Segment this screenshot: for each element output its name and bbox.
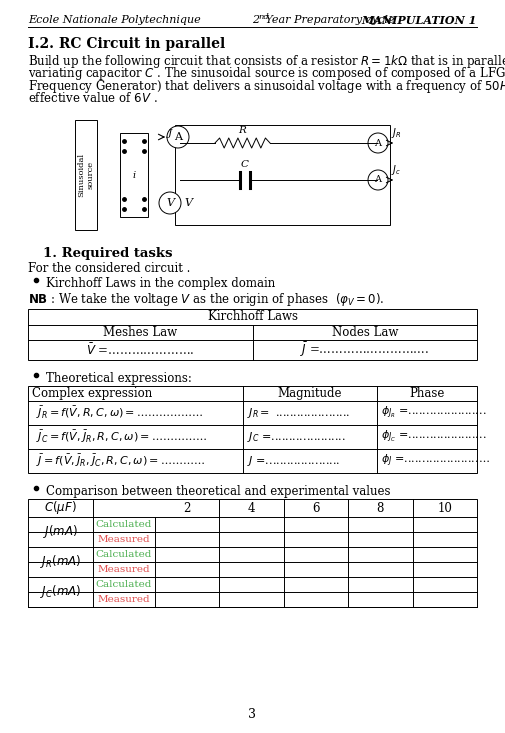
Text: 3: 3 (248, 708, 256, 721)
Text: $J_R(mA)$: $J_R(mA)$ (40, 553, 81, 570)
Text: Phase: Phase (410, 387, 445, 400)
Text: Calculated: Calculated (96, 550, 152, 559)
Text: Comparison between theoretical and experimental values: Comparison between theoretical and exper… (46, 485, 390, 498)
Text: 10: 10 (437, 501, 452, 515)
Text: effective value of $6V$ .: effective value of $6V$ . (28, 90, 158, 105)
Text: Sinusoidal
source: Sinusoidal source (77, 153, 94, 197)
Text: $J_c$: $J_c$ (391, 163, 401, 177)
Text: Meshes Law: Meshes Law (103, 326, 177, 339)
Text: Measured: Measured (97, 565, 150, 574)
Circle shape (167, 126, 189, 148)
Bar (28, 309, 477, 360)
Text: 4: 4 (248, 501, 256, 515)
Text: Complex expression: Complex expression (32, 387, 152, 400)
Text: $J_R =$ .....................: $J_R =$ ..................... (247, 406, 350, 420)
Text: V: V (166, 198, 174, 208)
Text: $C(\mu F)$: $C(\mu F)$ (44, 499, 77, 517)
Text: A: A (174, 132, 182, 142)
Text: Measured: Measured (97, 595, 150, 604)
Text: Nodes Law: Nodes Law (332, 326, 398, 339)
Circle shape (159, 192, 181, 214)
Circle shape (368, 170, 388, 190)
Text: Frequency Generator) that delivers a sinusoidal voltage with a frequency of $50H: Frequency Generator) that delivers a sin… (28, 78, 505, 95)
Text: $\bar{J}$ =……………………….: $\bar{J}$ =………………………. (300, 341, 429, 359)
Text: $\bar{J}_R = f(\bar{V},R,C,\omega)=$………………: $\bar{J}_R = f(\bar{V},R,C,\omega)=$…………… (36, 405, 204, 421)
Text: $\bar{J} = f(\bar{V},\bar{J}_R,\bar{J}_C,R,C,\omega)=$…………: $\bar{J} = f(\bar{V},\bar{J}_R,\bar{J}_C… (36, 453, 206, 469)
Text: Ecole Nationale Polytechnique: Ecole Nationale Polytechnique (28, 15, 201, 25)
Text: For the considered circuit .: For the considered circuit . (28, 262, 190, 275)
Text: Magnitude: Magnitude (278, 387, 342, 400)
Text: 1. Required tasks: 1. Required tasks (43, 247, 173, 260)
Text: A: A (375, 139, 381, 147)
Text: $\mathbf{NB}$ : We take the voltage $V$ as the origin of phases  $(\varphi_V=0)$: $\mathbf{NB}$ : We take the voltage $V$ … (28, 291, 385, 308)
Text: $J(mA)$: $J(mA)$ (43, 523, 78, 540)
Bar (120, 133, 148, 217)
Circle shape (368, 133, 388, 153)
Text: Kirchhoff Laws: Kirchhoff Laws (208, 311, 297, 323)
Text: A: A (375, 175, 381, 185)
Text: $J_R$: $J_R$ (391, 126, 401, 140)
Text: V: V (184, 198, 192, 208)
Bar (75, 120, 97, 230)
Text: $J$ =.....................: $J$ =..................... (247, 454, 340, 468)
Text: 8: 8 (377, 501, 384, 515)
Text: Kirchhoff Laws in the complex domain: Kirchhoff Laws in the complex domain (46, 277, 275, 290)
Text: Calculated: Calculated (96, 520, 152, 529)
Text: 2: 2 (183, 501, 191, 515)
Text: 2: 2 (252, 15, 259, 25)
Text: MANIPULATION 1: MANIPULATION 1 (362, 15, 477, 26)
Text: Build up the following circuit that consists of a resistor $R=1k\Omega$ that is : Build up the following circuit that cons… (28, 53, 505, 70)
Text: $J_C(mA)$: $J_C(mA)$ (40, 583, 81, 600)
Text: J: J (168, 129, 172, 138)
Text: variating capacitor $C$ . The sinusoidal source is composed of composed of a LFG: variating capacitor $C$ . The sinusoidal… (28, 65, 505, 83)
Text: R: R (238, 126, 246, 135)
Text: i: i (132, 171, 135, 180)
Text: $J_C$ =.....................: $J_C$ =..................... (247, 430, 346, 444)
Text: C: C (241, 160, 249, 169)
Bar (175, 125, 390, 225)
Text: nd: nd (259, 13, 269, 21)
Text: Measured: Measured (97, 535, 150, 544)
Text: $\phi_{J_R}$ =......................: $\phi_{J_R}$ =...................... (381, 405, 486, 421)
Text: 6: 6 (312, 501, 320, 515)
Text: Theoretical expressions:: Theoretical expressions: (46, 372, 192, 385)
Text: $\bar{J}_C = f(\bar{V},\bar{J}_R,R,C,\omega)=$……………: $\bar{J}_C = f(\bar{V},\bar{J}_R,R,C,\om… (36, 429, 208, 445)
Bar (28, 386, 477, 473)
Text: $\phi_{J_C}$ =......................: $\phi_{J_C}$ =...................... (381, 429, 487, 445)
Text: I.2. RC Circuit in parallel: I.2. RC Circuit in parallel (28, 37, 225, 51)
Text: Year Preparatory cycle: Year Preparatory cycle (262, 15, 394, 25)
Text: $\bar{V}$ =………………….: $\bar{V}$ =…………………. (86, 342, 194, 358)
Text: Calculated: Calculated (96, 580, 152, 589)
Text: $\phi_J$ =.....................…: $\phi_J$ =.....................… (381, 453, 490, 469)
Bar (28, 499, 477, 607)
